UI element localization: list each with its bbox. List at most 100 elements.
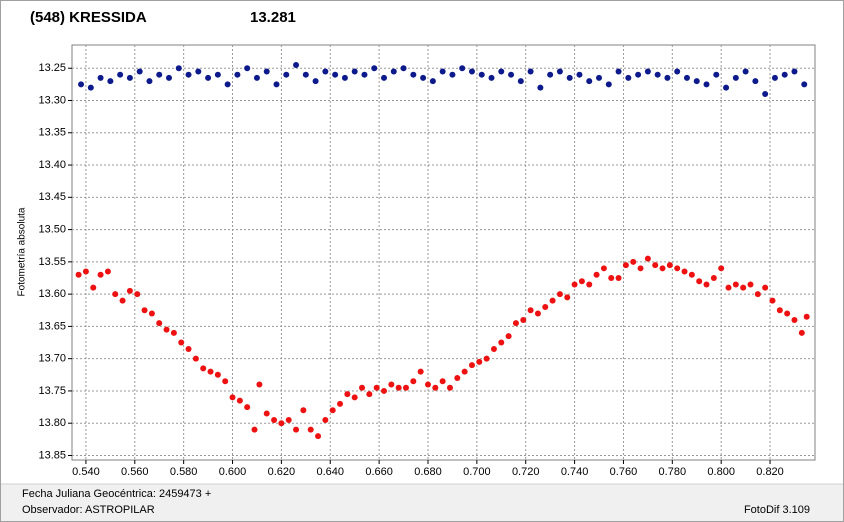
chart-title: (548) KRESSIDA <box>30 9 147 26</box>
data-point <box>718 265 725 272</box>
data-point <box>126 74 133 81</box>
data-point <box>549 297 556 304</box>
data-point <box>214 71 221 78</box>
x-tick-label: 0.660 <box>365 466 393 478</box>
y-tick-label: 13.35 <box>38 127 66 139</box>
data-point <box>244 404 251 411</box>
data-point <box>600 265 607 272</box>
data-point <box>578 278 585 285</box>
data-point <box>273 81 280 88</box>
data-point <box>351 394 358 401</box>
data-point <box>285 416 292 423</box>
y-tick-label: 13.55 <box>38 256 66 268</box>
data-point <box>293 62 300 69</box>
data-point <box>791 68 798 75</box>
data-point <box>605 81 612 88</box>
data-point <box>117 71 124 78</box>
data-point <box>654 71 661 78</box>
data-point <box>388 381 395 388</box>
data-point <box>449 71 456 78</box>
data-point <box>498 339 505 346</box>
data-point <box>693 78 700 85</box>
x-tick-label: 0.800 <box>707 466 735 478</box>
data-point <box>637 265 644 272</box>
data-point <box>566 74 573 81</box>
data-point <box>141 307 148 314</box>
data-point <box>381 387 388 394</box>
data-point <box>432 384 439 391</box>
data-point <box>390 68 397 75</box>
data-point <box>332 71 339 78</box>
data-point <box>674 68 681 75</box>
data-point <box>146 78 153 85</box>
data-point <box>278 420 285 427</box>
data-point <box>784 310 791 317</box>
x-axis-label: Fecha Juliana Geocéntrica: 2459473 + <box>22 488 211 500</box>
data-point <box>803 313 810 320</box>
data-point <box>234 71 241 78</box>
data-point <box>564 294 571 301</box>
data-point <box>688 271 695 278</box>
data-point <box>256 381 263 388</box>
data-point <box>302 71 309 78</box>
data-point <box>468 68 475 75</box>
data-point <box>771 74 778 81</box>
data-point <box>498 68 505 75</box>
data-point <box>271 416 278 423</box>
data-point <box>359 384 366 391</box>
data-point <box>483 355 490 362</box>
data-point <box>596 74 603 81</box>
data-point <box>307 426 314 433</box>
data-point <box>222 378 229 385</box>
data-point <box>652 262 659 269</box>
data-point <box>136 68 143 75</box>
data-point <box>547 71 554 78</box>
data-point <box>229 394 236 401</box>
data-point <box>703 81 710 88</box>
data-point <box>263 68 270 75</box>
observer: Observador: ASTROPILAR <box>22 504 155 516</box>
data-point <box>322 416 329 423</box>
data-point <box>126 287 133 294</box>
data-point <box>713 71 720 78</box>
data-point <box>312 78 319 85</box>
data-point <box>410 378 417 385</box>
data-point <box>148 310 155 317</box>
data-point <box>615 274 622 281</box>
data-point <box>90 284 97 291</box>
data-point <box>630 258 637 265</box>
data-point <box>420 74 427 81</box>
data-point <box>674 265 681 272</box>
y-tick-label: 13.85 <box>38 449 66 461</box>
software-version: FotoDif 3.109 <box>744 504 810 516</box>
x-tick-label: 0.760 <box>610 466 638 478</box>
x-tick-label: 0.780 <box>659 466 687 478</box>
data-point <box>185 71 192 78</box>
y-tick-label: 13.45 <box>38 191 66 203</box>
data-point <box>740 284 747 291</box>
footer-band <box>1 484 843 521</box>
data-point <box>666 262 673 269</box>
data-point <box>742 68 749 75</box>
data-point <box>300 407 307 414</box>
data-point <box>681 268 688 275</box>
data-point <box>732 74 739 81</box>
data-point <box>576 71 583 78</box>
data-point <box>490 345 497 352</box>
data-point <box>644 68 651 75</box>
y-axis-label: Fotometría absoluta <box>17 207 28 296</box>
data-point <box>97 271 104 278</box>
data-point <box>468 362 475 369</box>
data-point <box>200 365 207 372</box>
y-tick-label: 13.40 <box>38 159 66 171</box>
data-point <box>134 291 141 298</box>
data-point <box>534 310 541 317</box>
data-point <box>185 345 192 352</box>
data-point <box>329 407 336 414</box>
data-point <box>214 371 221 378</box>
data-point <box>97 74 104 81</box>
data-point <box>429 78 436 85</box>
data-point <box>170 329 177 336</box>
x-tick-label: 0.700 <box>463 466 491 478</box>
y-tick-label: 13.60 <box>38 288 66 300</box>
